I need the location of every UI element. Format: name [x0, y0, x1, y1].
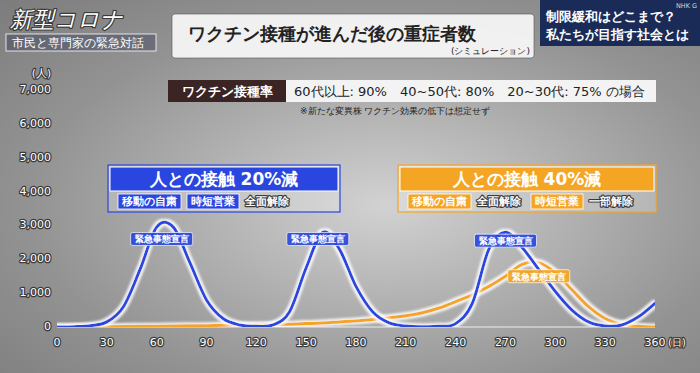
- series-line: [57, 262, 655, 327]
- series-name: 人との接触 20%減: [149, 169, 299, 189]
- x-tick-label: 30: [100, 336, 114, 349]
- topic-box: [540, 0, 700, 46]
- series-name: 人との接触 40%減: [452, 169, 602, 189]
- scenario-frame: [108, 165, 340, 212]
- x-tick-label: 90: [200, 336, 214, 349]
- y-tick-label: 2,000: [20, 252, 52, 265]
- annotation-box: [508, 270, 570, 283]
- x-tick-label: 120: [246, 336, 267, 349]
- vaccination-label-box: [168, 80, 286, 102]
- annotation-text: 緊急事態宣言: [512, 272, 566, 282]
- y-tick: [54, 123, 57, 124]
- x-tick: [356, 327, 357, 330]
- measure-restrict: 時短営業: [191, 195, 235, 207]
- y-tick: [54, 293, 57, 294]
- scenario-box: 人との接触 20%減移動の自粛 時短営業全面解除: [108, 165, 340, 212]
- y-tick: [54, 225, 57, 226]
- title-box: [172, 14, 534, 58]
- chart-title: ワクチン接種が進んだ後の重症者数: [188, 23, 477, 44]
- y-tick: [54, 157, 57, 158]
- channel-logo: NHK G: [676, 2, 697, 10]
- x-axis-label: (日): [668, 337, 686, 348]
- measure-restrict: 時短営業: [535, 195, 579, 207]
- x-tick: [156, 327, 157, 330]
- vaccination-note: ※新たな変異株 ワクチン効果の低下は想定せず: [300, 106, 490, 116]
- x-tick: [655, 327, 656, 330]
- x-tick-label: 150: [296, 336, 317, 349]
- scenario-title-box: [400, 167, 654, 191]
- x-tick-label: 180: [346, 336, 367, 349]
- scenario-box: 人との接触 40%減移動の自粛全面解除 時短営業一部解除: [398, 165, 656, 212]
- chart-subtitle: (シミュレーション): [451, 46, 530, 56]
- annotation-box: [131, 232, 193, 245]
- chart-canvas: 新型コロナ市民と専門家の緊急対話 制限緩和はどこまで？ 私たちが目指す社会とは NHK…: [0, 0, 700, 373]
- vaccination-rates: 60代以上: 90% 40~50代: 80% 20~30代: 75% の場合: [294, 84, 645, 99]
- vaccination-rates-box: [286, 80, 656, 102]
- scenario-frame: [398, 165, 656, 212]
- x-tick-label: 330: [595, 336, 616, 349]
- program-subtitle: 市民と専門家の緊急対話: [12, 36, 144, 50]
- y-tick: [54, 191, 57, 192]
- y-axis-label: (人): [32, 67, 51, 79]
- measure-lift: 全面解除: [476, 195, 522, 207]
- x-tick: [206, 327, 207, 330]
- measure-tag-box: [118, 194, 181, 209]
- annotation-text: 緊急事態宣言: [135, 234, 189, 244]
- y-tick-label: 7,000: [20, 83, 52, 96]
- x-tick: [57, 327, 58, 330]
- annotation-text: 緊急事態宣言: [479, 236, 533, 246]
- measure-tag-box: [187, 194, 239, 209]
- measure-restrict: 移動の自粛: [411, 195, 467, 207]
- x-tick-label: 300: [545, 336, 566, 349]
- x-tick: [256, 327, 257, 330]
- x-tick: [505, 327, 506, 330]
- annotation-text: 緊急事態宣言: [291, 234, 345, 244]
- y-tick-label: 4,000: [20, 185, 52, 198]
- series-line: [57, 222, 655, 327]
- x-tick-label: 360: [645, 336, 666, 349]
- measure-tag-box: [531, 194, 583, 209]
- measure-tag-box: [408, 194, 471, 209]
- x-tick: [455, 327, 456, 330]
- y-tick-label: 6,000: [20, 117, 52, 130]
- y-tick-label: 1,000: [20, 286, 52, 299]
- x-tick: [405, 327, 406, 330]
- measure-lift: 一部解除: [589, 195, 634, 207]
- vaccination-label: ワクチン接種率: [182, 84, 273, 99]
- y-tick-label: 5,000: [20, 151, 52, 164]
- x-tick-label: 240: [445, 336, 466, 349]
- y-tick: [54, 259, 57, 260]
- program-sub-box: [6, 34, 156, 51]
- y-tick: [54, 90, 57, 91]
- x-tick-label: 60: [150, 336, 164, 349]
- x-tick-label: 210: [395, 336, 416, 349]
- x-tick-label: 0: [54, 336, 61, 349]
- topic-line: 私たちが目指す社会とは: [545, 27, 689, 42]
- measure-restrict: 移動の自粛: [121, 195, 177, 207]
- x-tick: [106, 327, 107, 330]
- y-tick-label: 0: [44, 320, 51, 333]
- y-tick-label: 3,000: [20, 218, 52, 231]
- x-tick: [306, 327, 307, 330]
- x-tick: [555, 327, 556, 330]
- x-tick: [605, 327, 606, 330]
- measure-lift: 全面解除: [244, 195, 290, 207]
- annotation-box: [475, 234, 537, 247]
- program-title: 新型コロナ: [10, 7, 123, 32]
- topic-line: 制限緩和はどこまで？: [545, 9, 676, 24]
- plot-area: [57, 222, 655, 327]
- x-tick-label: 270: [495, 336, 516, 349]
- axes: 0 1,000 2,000 3,000 4,000 5,000 6,000 7,000 (人) 0…: [20, 67, 686, 349]
- annotation-box: [287, 232, 349, 245]
- annotations: 緊急事態宣言緊急事態宣言緊急事態宣言緊急事態宣言: [131, 232, 570, 282]
- scenario-title-box: [110, 167, 338, 191]
